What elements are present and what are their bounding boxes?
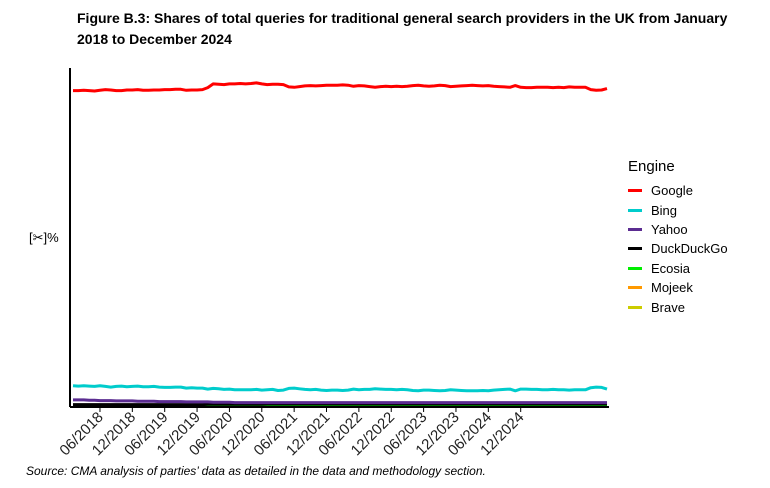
legend-item-brave: Brave [628, 297, 728, 316]
legend-label: Ecosia [651, 260, 691, 276]
legend: Engine Google Bing Yahoo DuckDuckGo Ecosia Mo… [628, 158, 728, 317]
series-line-google [73, 81, 608, 93]
legend-label: Bing [651, 202, 678, 218]
legend-item-bing: Bing [628, 200, 728, 219]
legend-swatch [628, 305, 642, 309]
legend-label: DuckDuckGo [651, 241, 728, 257]
source-note: Source: CMA analysis of parties’ data as… [26, 464, 486, 478]
legend-item-ecosia: Ecosia [628, 259, 728, 278]
series-line-bing [72, 384, 608, 393]
legend-label: Mojeek [651, 280, 693, 296]
series-line-yahoo [73, 398, 607, 405]
legend-items: Google Bing Yahoo DuckDuckGo Ecosia Mojeek Bra… [628, 181, 728, 317]
series-layer [72, 81, 608, 408]
legend-swatch [628, 208, 642, 212]
legend-item-google: Google [628, 181, 728, 200]
legend-label: Google [651, 183, 693, 199]
legend-label: Yahoo [651, 221, 688, 237]
chart-title: Figure B.3: Shares of total queries for … [77, 10, 728, 47]
legend-item-duckduckgo: DuckDuckGo [628, 239, 728, 258]
legend-title: Engine [628, 158, 675, 175]
legend-swatch [628, 266, 642, 270]
legend-label: Brave [651, 299, 685, 315]
legend-swatch [628, 286, 642, 290]
legend-item-yahoo: Yahoo [628, 220, 728, 239]
legend-item-mojeek: Mojeek [628, 278, 728, 297]
legend-swatch [628, 189, 642, 193]
legend-swatch [628, 247, 642, 251]
y-axis-label: [✂]% [29, 230, 59, 245]
legend-swatch [628, 227, 642, 231]
